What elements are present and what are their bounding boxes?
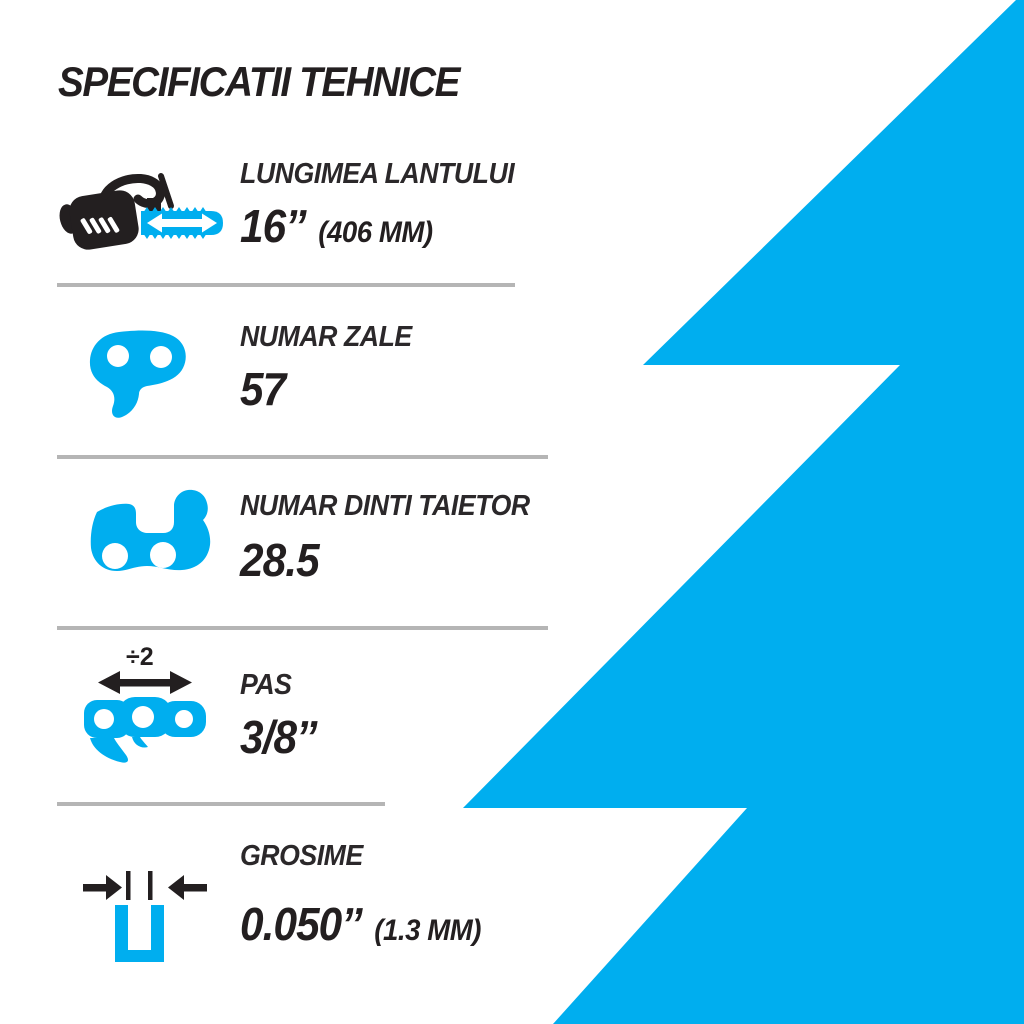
- spec-value: 16’’: [240, 200, 306, 252]
- chain-gauge-icon: [83, 871, 207, 962]
- spec-label: GROSIME: [240, 840, 363, 872]
- pitch-divide-by-two-label: ÷2: [126, 643, 154, 671]
- spec-label: PAS: [240, 669, 292, 701]
- spec-value: 28.5: [240, 534, 320, 586]
- spec-value-line: 28.5: [240, 534, 320, 586]
- spec-value: 57: [240, 363, 286, 415]
- double-arrow-icon: [147, 213, 217, 233]
- chain-drive-link-icon-slot: [85, 320, 205, 430]
- spec-value: 3/8’’: [240, 711, 317, 763]
- spec-value-note: (1.3 MM): [374, 914, 482, 947]
- spec-value-line: 0.050’’ (1.3 MM): [240, 898, 481, 950]
- chain-gauge-icon-slot: [80, 855, 210, 965]
- row-divider: [57, 455, 548, 459]
- spec-label: LUNGIMEA LANTULUI: [240, 158, 515, 190]
- chain-drive-link-icon: [89, 330, 186, 418]
- cutter-tooth-icon: [90, 489, 211, 571]
- gauge-groove-shape: [115, 905, 164, 962]
- spec-label: NUMAR ZALE: [240, 321, 412, 353]
- chain-pitch-icon: ÷2: [84, 643, 206, 763]
- spec-label: NUMAR DINTI TAIETOR: [240, 490, 530, 522]
- spec-value-line: 57: [240, 363, 286, 415]
- row-divider: [57, 802, 385, 806]
- spec-value-line: 3/8’’: [240, 711, 317, 763]
- chainsaw-bar-length-icon: [59, 173, 223, 250]
- inward-arrows-icon: [83, 871, 207, 900]
- row-divider: [57, 283, 515, 287]
- double-arrow-icon: [98, 671, 192, 694]
- spec-value: 0.050’’: [240, 898, 362, 950]
- page-title: SPECIFICATII TEHNICE: [58, 58, 460, 105]
- chain-pitch-icon-slot: ÷2: [80, 635, 210, 765]
- spec-value-note: (406 MM): [318, 216, 433, 249]
- cutter-tooth-icon-slot: [85, 470, 215, 600]
- row-divider: [57, 626, 548, 630]
- chainsaw-bar-length-icon-slot: [55, 165, 235, 265]
- spec-value-line: 16’’ (406 MM): [240, 200, 433, 252]
